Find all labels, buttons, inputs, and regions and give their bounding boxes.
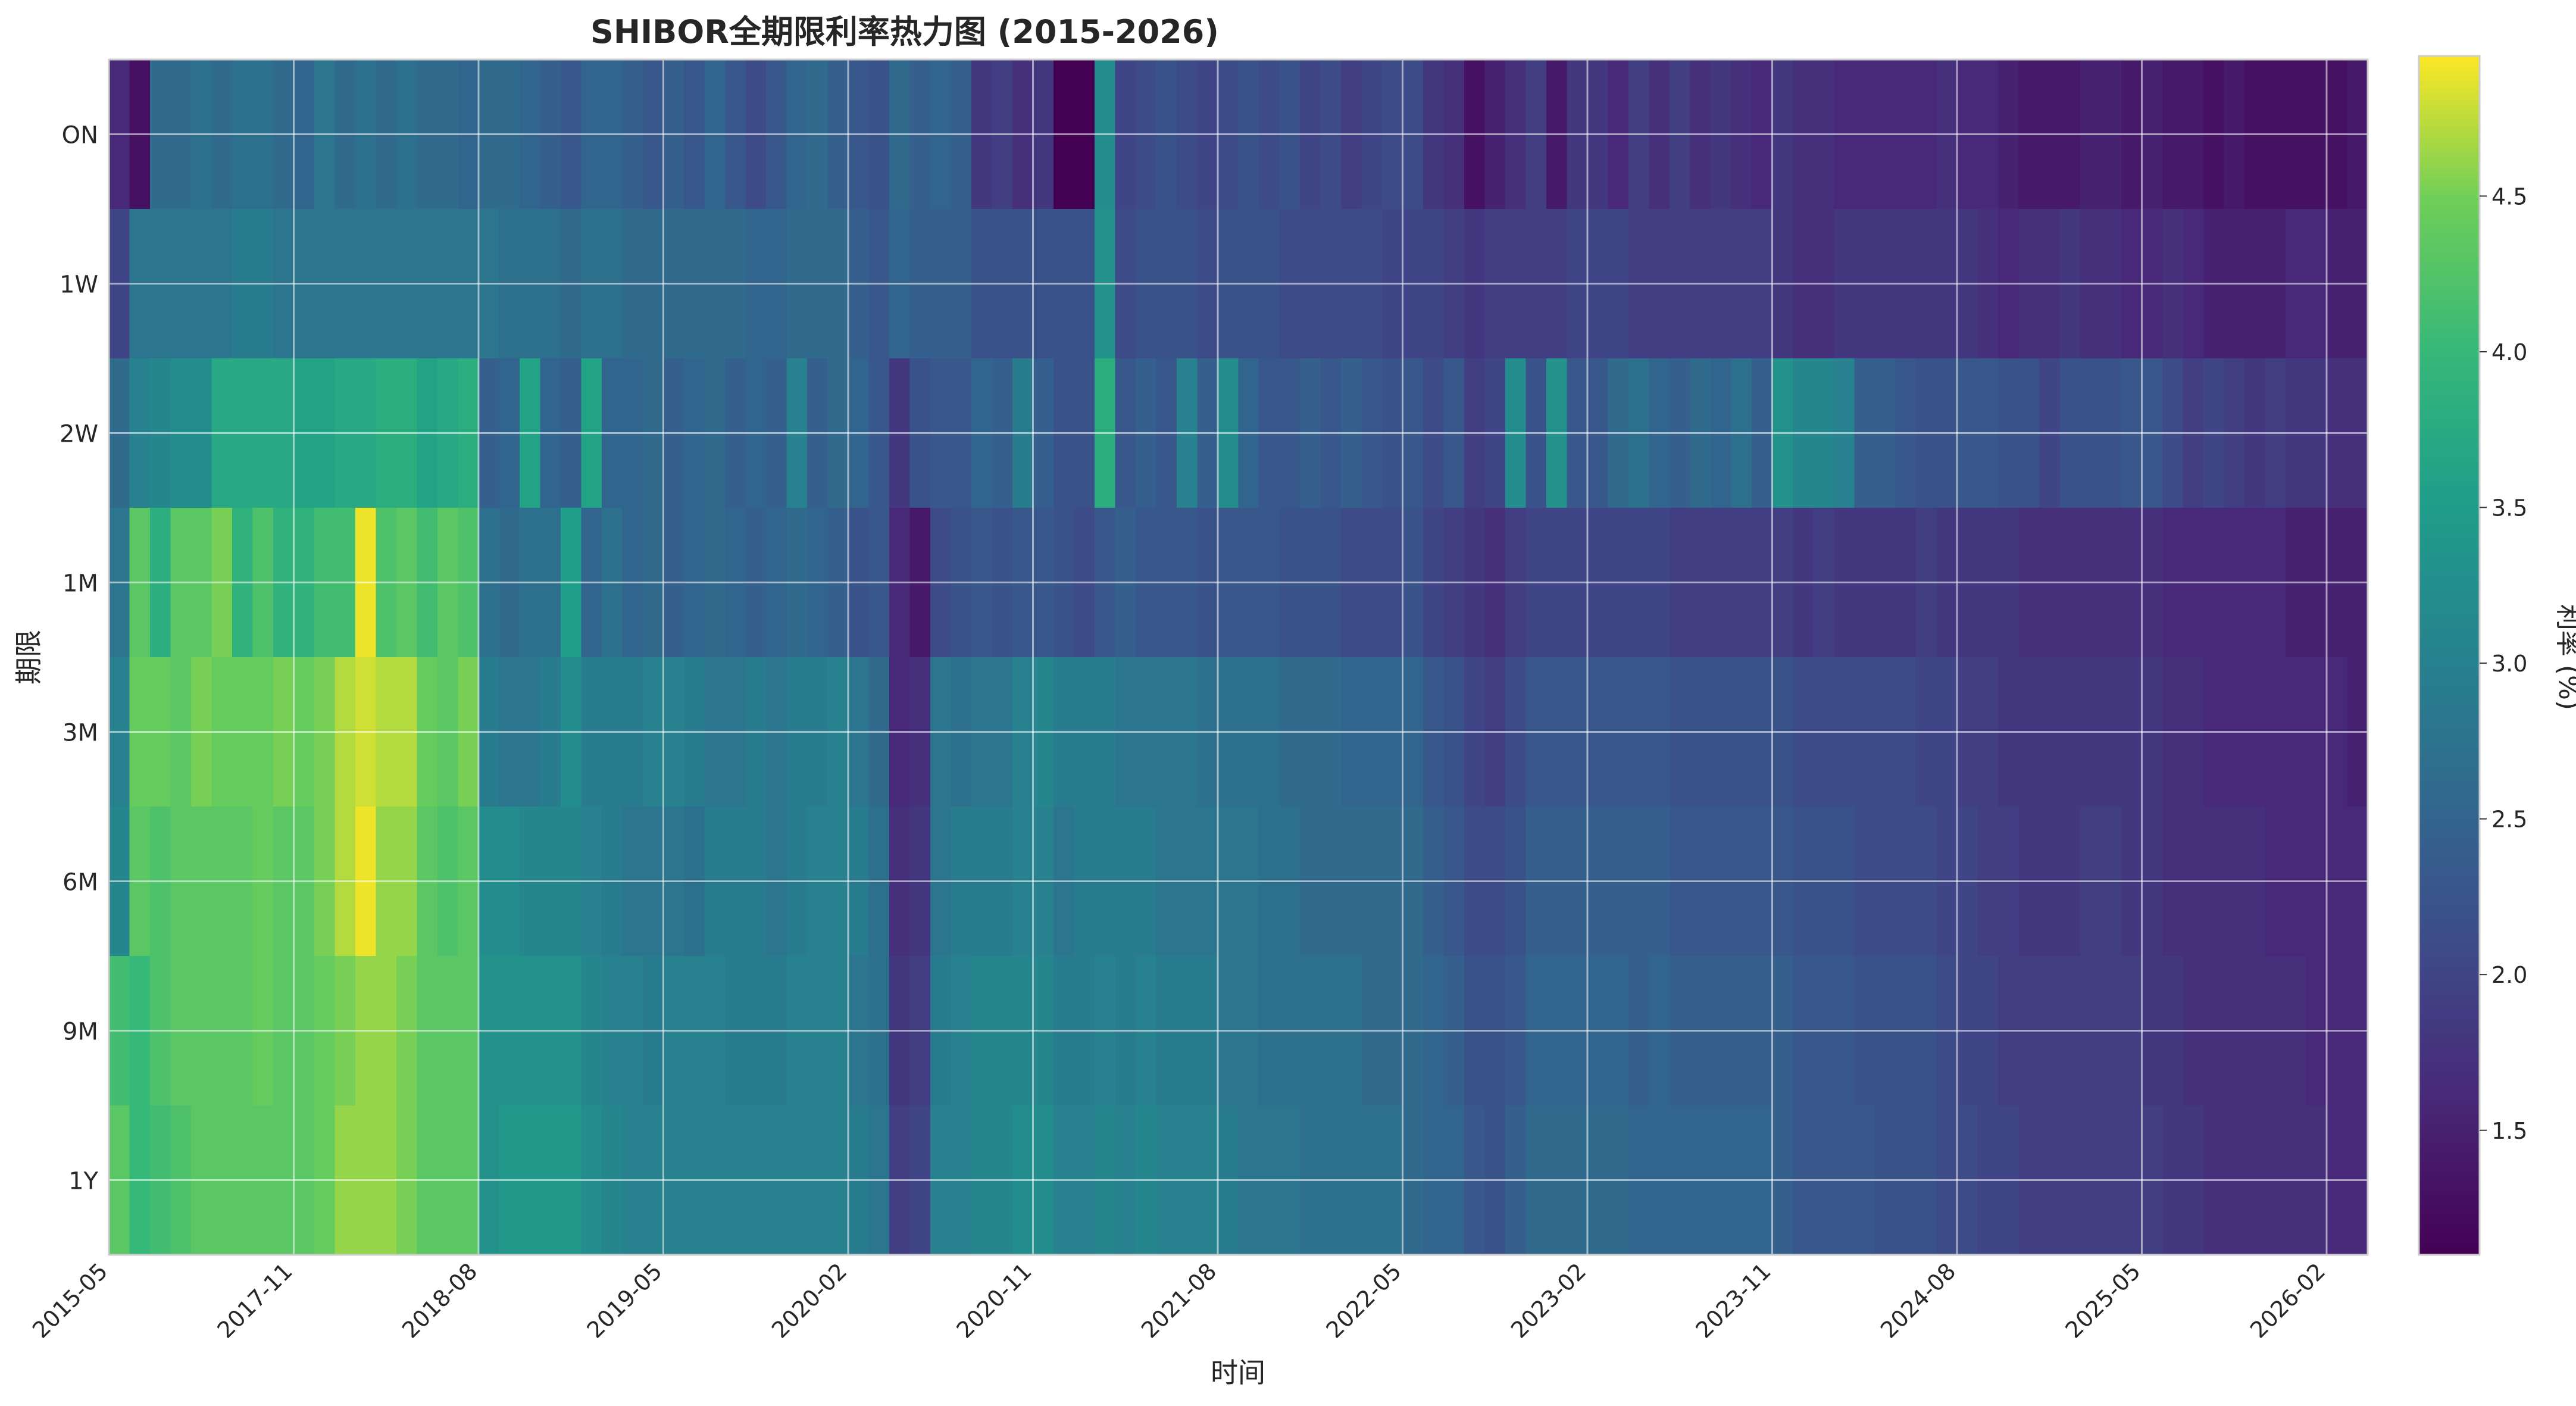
y-tick-label: 1Y bbox=[68, 1168, 98, 1195]
y-tick-label: 1M bbox=[62, 570, 98, 598]
colorbar bbox=[2418, 55, 2481, 1256]
y-axis-label: 期限 bbox=[12, 630, 45, 685]
y-tick-label: ON bbox=[62, 122, 98, 149]
y-axis-ticks: ON 1W 2W 1M 3M 6M 9M 1Y bbox=[60, 122, 99, 1195]
colorbar-tick-label: 2.0 bbox=[2491, 962, 2527, 988]
colorbar-tick-label: 4.5 bbox=[2491, 183, 2527, 210]
heatmap-cells bbox=[109, 60, 2368, 1255]
colorbar-tick-label: 1.5 bbox=[2491, 1118, 2527, 1144]
y-tick-label: 3M bbox=[62, 720, 98, 747]
y-tick-label: 1W bbox=[60, 271, 98, 299]
y-tick-label: 2W bbox=[60, 421, 98, 448]
colorbar-tick-label: 4.0 bbox=[2491, 339, 2527, 365]
colorbar-ticks: 1.5 2.0 2.5 3.0 3.5 4.0 4.5 bbox=[2480, 183, 2527, 1144]
colorbar-label: 利率 (%) bbox=[2553, 604, 2576, 710]
x-axis-label: 时间 bbox=[1211, 1357, 1265, 1389]
colorbar-tick-label: 3.0 bbox=[2491, 651, 2527, 677]
y-tick-label: 6M bbox=[62, 869, 98, 896]
chart-title: SHIBOR全期限利率热力图 (2015-2026) bbox=[590, 13, 1219, 51]
colorbar-tick-label: 3.5 bbox=[2491, 495, 2527, 521]
plot-frame bbox=[108, 58, 2369, 1256]
y-tick-label: 9M bbox=[62, 1018, 98, 1046]
colorbar-tick-label: 2.5 bbox=[2491, 807, 2527, 833]
